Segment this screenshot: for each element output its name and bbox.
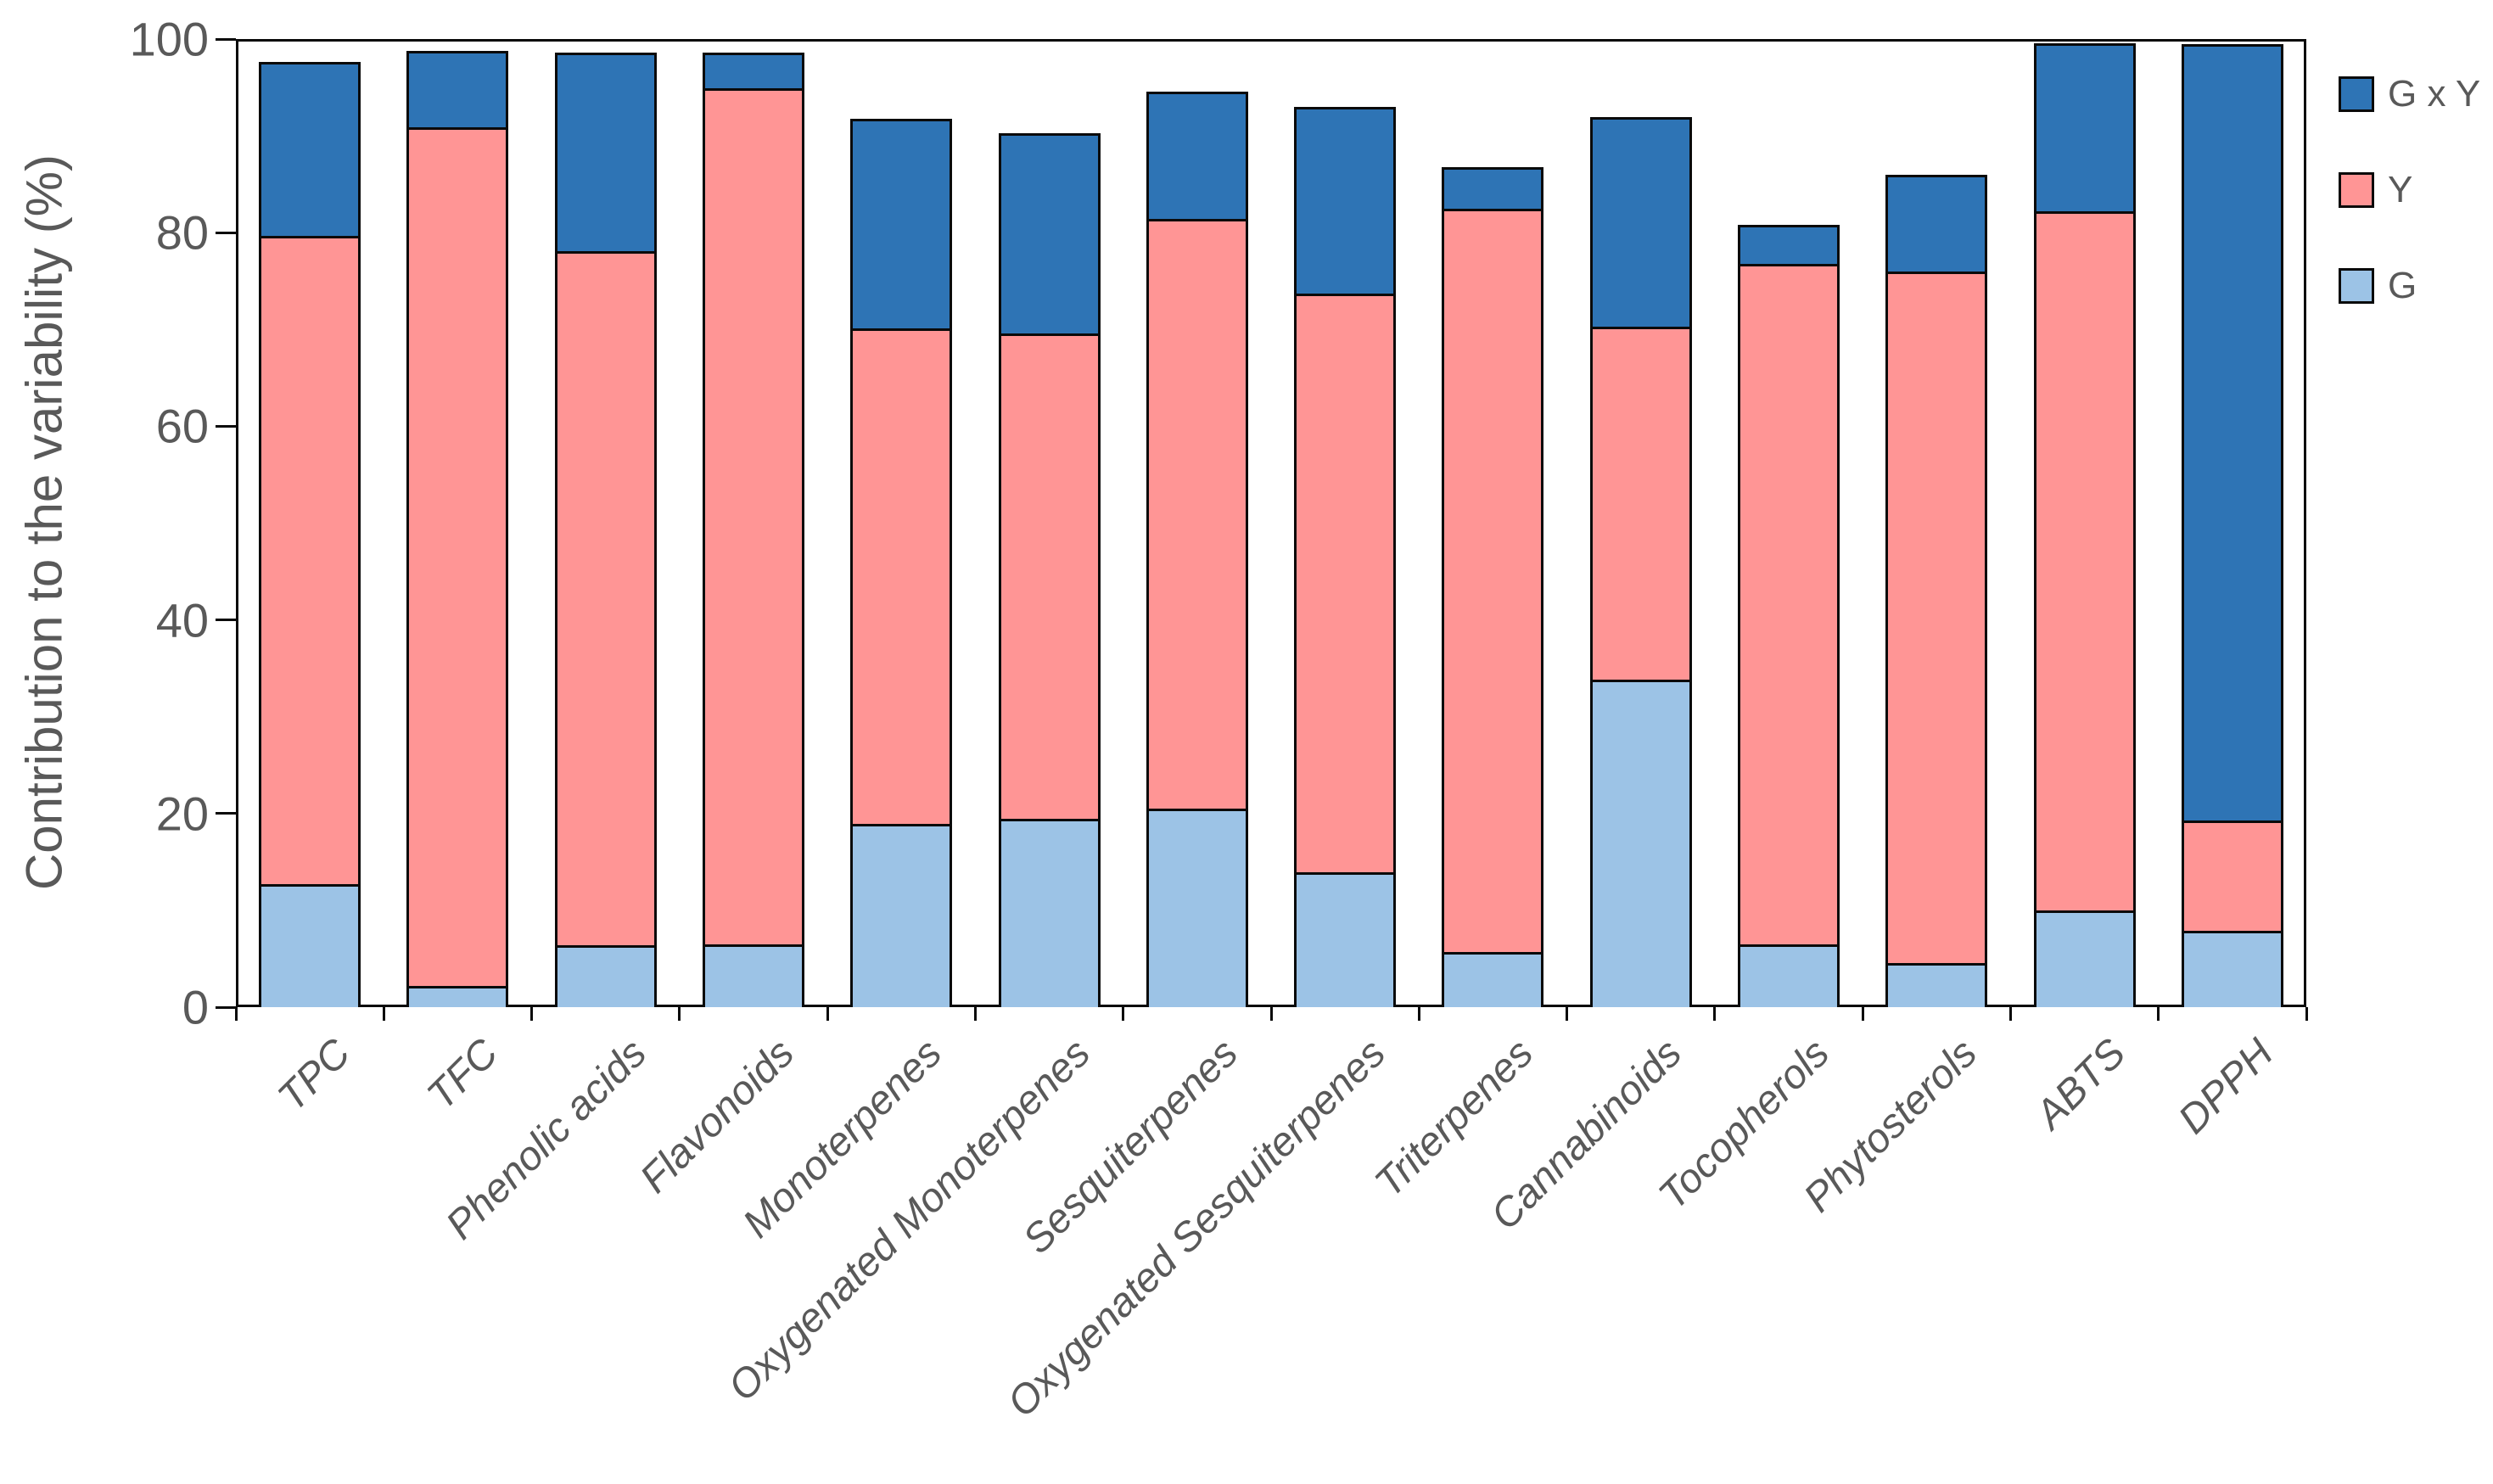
x-tick-mark — [1566, 1007, 1569, 1021]
plot-area — [236, 39, 2306, 1007]
bar-segment-g-tocopherols — [1738, 944, 1840, 1007]
x-tick-mark — [1417, 1007, 1420, 1021]
x-tick-mark — [1861, 1007, 1864, 1021]
bar-segment-gxy-abts — [2033, 42, 2136, 212]
bar-segment-g-oxygenated-monoterpenes — [998, 818, 1101, 1007]
legend-item-gxy: G x Y — [2339, 73, 2480, 115]
bar-segment-y-oxygenated-monoterpenes — [998, 333, 1101, 819]
bar-segment-y-oxygenated-sesquiterpenes — [1294, 294, 1397, 873]
bar-segment-y-phytosterols — [1885, 271, 1988, 963]
y-tick-mark — [216, 812, 236, 815]
y-tick-mark — [216, 424, 236, 428]
bar-segment-gxy-oxygenated-sesquiterpenes — [1294, 106, 1397, 294]
bar-segment-gxy-sesquiterpenes — [1146, 91, 1248, 220]
bar-segment-gxy-flavonoids — [703, 52, 804, 89]
y-tick-label: 100 — [129, 12, 209, 66]
legend-swatch-icon — [2339, 268, 2374, 304]
bar-segment-g-flavonoids — [703, 944, 804, 1007]
y-tick-label: 60 — [155, 399, 209, 453]
legend-swatch-icon — [2339, 76, 2374, 112]
bar-segment-g-tpc — [259, 884, 361, 1007]
bar-segment-g-dpph — [2181, 930, 2283, 1007]
legend-label: G x Y — [2388, 73, 2481, 115]
bar-segment-y-monoterpenes — [850, 328, 953, 825]
bar-segment-gxy-oxygenated-monoterpenes — [998, 132, 1101, 333]
y-axis-title: Contribution to the variability (%) — [15, 154, 73, 890]
legend-label: G — [2388, 265, 2417, 306]
bar-segment-gxy-triterpenes — [1442, 166, 1544, 209]
x-tick-mark — [2157, 1007, 2160, 1021]
bar-segment-gxy-phenolic-acids — [554, 52, 657, 251]
x-tick-mark — [1269, 1007, 1273, 1021]
bar-segment-y-flavonoids — [703, 88, 804, 944]
x-tick-mark — [530, 1007, 534, 1021]
bar-segment-gxy-tfc — [406, 50, 509, 127]
bar-segment-gxy-dpph — [2181, 43, 2283, 820]
y-tick-mark — [216, 619, 236, 622]
y-tick-label: 40 — [155, 593, 209, 647]
bar-segment-y-dpph — [2181, 820, 2283, 931]
bar-segment-y-tocopherols — [1738, 263, 1840, 944]
bar-segment-g-phenolic-acids — [554, 944, 657, 1007]
bar-segment-gxy-monoterpenes — [850, 118, 953, 329]
bar-segment-gxy-cannabinoids — [1589, 117, 1692, 327]
x-tick-mark — [2305, 1007, 2308, 1021]
legend-label: Y — [2388, 169, 2413, 210]
x-tick-mark — [234, 1007, 238, 1021]
y-tick-label: 0 — [182, 980, 209, 1034]
x-tick-mark — [1122, 1007, 1125, 1021]
bar-segment-y-tpc — [259, 235, 361, 885]
legend-item-y: Y — [2339, 169, 2412, 211]
x-tick-mark — [678, 1007, 681, 1021]
bar-segment-gxy-tocopherols — [1738, 225, 1840, 264]
bar-segment-y-tfc — [406, 126, 509, 986]
bar-segment-gxy-tpc — [259, 62, 361, 236]
y-tick-mark — [216, 231, 236, 234]
x-tick-mark — [2008, 1007, 2012, 1021]
bar-segment-y-sesquiterpenes — [1146, 219, 1248, 809]
bar-segment-g-monoterpenes — [850, 824, 953, 1007]
x-tick-mark — [973, 1007, 977, 1021]
bar-segment-g-sesquiterpenes — [1146, 809, 1248, 1007]
bar-segment-g-phytosterols — [1885, 962, 1988, 1007]
x-tick-mark — [1713, 1007, 1717, 1021]
bar-segment-y-abts — [2033, 211, 2136, 910]
bar-segment-g-triterpenes — [1442, 951, 1544, 1007]
bar-segment-g-abts — [2033, 910, 2136, 1007]
y-tick-label: 20 — [155, 787, 209, 841]
bar-segment-g-tfc — [406, 985, 509, 1007]
bar-segment-g-cannabinoids — [1589, 680, 1692, 1007]
bar-segment-y-cannabinoids — [1589, 326, 1692, 680]
y-tick-mark — [216, 1005, 236, 1009]
x-tick-mark — [826, 1007, 829, 1021]
y-tick-label: 80 — [155, 205, 209, 260]
y-tick-mark — [216, 37, 236, 41]
x-tick-mark — [382, 1007, 385, 1021]
bar-segment-y-phenolic-acids — [554, 250, 657, 945]
bar-segment-g-oxygenated-sesquiterpenes — [1294, 872, 1397, 1007]
bar-segment-y-triterpenes — [1442, 208, 1544, 952]
legend-swatch-icon — [2339, 172, 2374, 208]
legend-item-g: G — [2339, 265, 2417, 307]
bar-segment-gxy-phytosterols — [1885, 174, 1988, 272]
